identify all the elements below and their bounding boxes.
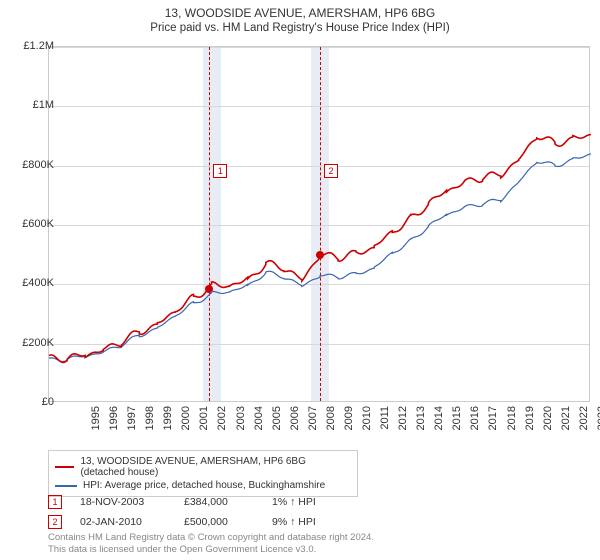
legend-swatch — [55, 485, 77, 487]
legend-row: HPI: Average price, detached house, Buck… — [55, 479, 351, 492]
x-tick-label: 2018 — [506, 406, 518, 430]
transaction-hpi: 1% ↑ HPI — [272, 496, 342, 508]
x-tick-label: 2023 — [596, 406, 600, 430]
x-tick-label: 2005 — [271, 406, 283, 430]
x-tick-label: 2001 — [198, 406, 210, 430]
x-tick-label: 2021 — [560, 406, 572, 430]
legend-row: 13, WOODSIDE AVENUE, AMERSHAM, HP6 6BG (… — [55, 455, 351, 479]
chart-subtitle: Price paid vs. HM Land Registry's House … — [0, 20, 600, 34]
y-tick-label: £0 — [42, 396, 54, 408]
transaction-date: 02-JAN-2010 — [80, 516, 166, 528]
x-tick-label: 1998 — [144, 406, 156, 430]
legend-label: HPI: Average price, detached house, Buck… — [83, 480, 325, 491]
y-tick-label: £200K — [22, 337, 54, 349]
x-tick-label: 2007 — [307, 406, 319, 430]
transaction-hpi: 9% ↑ HPI — [272, 516, 342, 528]
x-tick-label: 2002 — [216, 406, 228, 430]
x-tick-label: 2014 — [433, 406, 445, 430]
x-tick-label: 2004 — [253, 406, 265, 430]
x-tick-label: 1997 — [126, 406, 138, 430]
x-tick-label: 2011 — [379, 406, 391, 430]
x-tick-label: 2006 — [289, 406, 301, 430]
x-tick-label: 2000 — [180, 406, 192, 430]
x-tick-label: 2022 — [578, 406, 590, 430]
y-tick-label: £1.2M — [23, 40, 54, 52]
legend-swatch — [55, 466, 74, 468]
x-tick-label: 2003 — [235, 406, 247, 430]
transactions-table: 1 18-NOV-2003 £384,000 1% ↑ HPI 2 02-JAN-2010… — [48, 492, 342, 532]
x-tick-label: 1999 — [162, 406, 174, 430]
transaction-row: 1 18-NOV-2003 £384,000 1% ↑ HPI — [48, 492, 342, 512]
chart-area: 12 1995199619971998199920002001200220032… — [48, 46, 590, 402]
x-tick-label: 2012 — [397, 406, 409, 430]
y-tick-label: £800K — [22, 159, 54, 171]
transaction-row: 2 02-JAN-2010 £500,000 9% ↑ HPI — [48, 512, 342, 532]
footer: Contains HM Land Registry data © Crown c… — [48, 532, 374, 556]
plot: 12 — [48, 46, 590, 402]
transaction-badge: 2 — [48, 515, 62, 529]
x-tick-label: 2020 — [542, 406, 554, 430]
x-tick-label: 2015 — [451, 406, 463, 430]
x-tick-label: 2010 — [361, 406, 373, 430]
x-tick-label: 2013 — [415, 406, 427, 430]
y-tick-label: £1M — [33, 99, 54, 111]
series-line — [49, 135, 591, 363]
x-tick-label: 2016 — [469, 406, 481, 430]
series-lines — [49, 47, 591, 403]
y-tick-label: £400K — [22, 277, 54, 289]
transaction-badge: 1 — [48, 495, 62, 509]
x-tick-label: 2017 — [487, 406, 499, 430]
legend-label: 13, WOODSIDE AVENUE, AMERSHAM, HP6 6BG (… — [80, 456, 351, 478]
footer-line-2: This data is licensed under the Open Gov… — [48, 544, 374, 556]
transaction-date: 18-NOV-2003 — [80, 496, 166, 508]
x-tick-label: 2019 — [524, 406, 536, 430]
chart-title: 13, WOODSIDE AVENUE, AMERSHAM, HP6 6BG — [0, 0, 600, 20]
legend: 13, WOODSIDE AVENUE, AMERSHAM, HP6 6BG (… — [48, 450, 358, 497]
x-tick-label: 2008 — [325, 406, 337, 430]
transaction-price: £384,000 — [184, 496, 254, 508]
x-tick-label: 1996 — [108, 406, 120, 430]
x-tick-label: 2009 — [343, 406, 355, 430]
x-tick-label: 1995 — [90, 406, 102, 430]
transaction-price: £500,000 — [184, 516, 254, 528]
y-tick-label: £600K — [22, 218, 54, 230]
footer-line-1: Contains HM Land Registry data © Crown c… — [48, 532, 374, 544]
